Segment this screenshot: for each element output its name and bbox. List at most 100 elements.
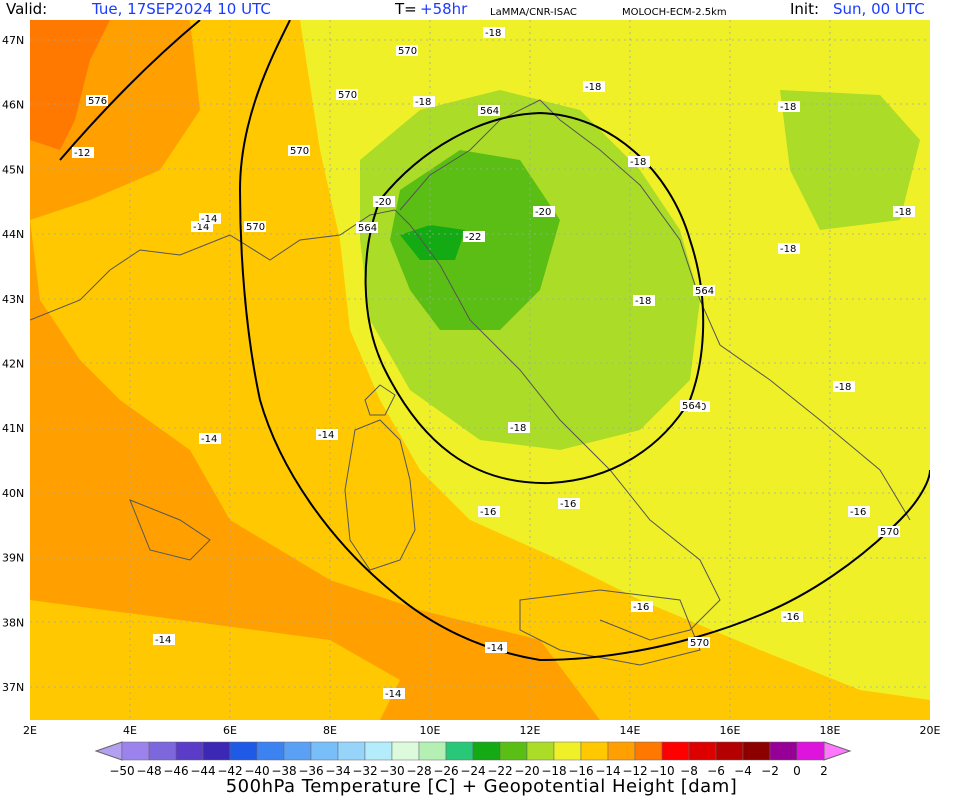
colorbar-swatch xyxy=(310,741,339,761)
colorbar-tick: −10 xyxy=(649,764,674,778)
lat-label: 39N xyxy=(2,552,24,565)
temp-label-bg xyxy=(533,206,555,217)
height-label: 576 xyxy=(88,96,107,107)
colorbar-tick: −50 xyxy=(109,764,134,778)
colorbar-tick: −22 xyxy=(487,764,512,778)
valid-label: Valid: xyxy=(6,0,48,18)
temp-label-bg xyxy=(633,295,655,306)
temp-label: -14 xyxy=(193,222,209,233)
colorbar-tick: −36 xyxy=(298,764,323,778)
temp-label-bg xyxy=(508,422,530,433)
temp-label-bg xyxy=(199,213,221,224)
colorbar-swatch xyxy=(202,741,231,761)
temp-label: -18 xyxy=(415,97,431,108)
lat-label: 45N xyxy=(2,163,24,176)
temp-label-bg xyxy=(893,206,915,217)
temp-label: -16 xyxy=(480,507,496,518)
colorbar-swatch xyxy=(661,741,690,761)
temp-field-12 xyxy=(30,20,110,150)
height-label: 570 xyxy=(290,146,309,157)
colorbar-tick: −2 xyxy=(761,764,779,778)
colorbar-tick: −14 xyxy=(595,764,620,778)
colorbar-tick: −38 xyxy=(271,764,296,778)
colorbar-tick: −26 xyxy=(433,764,458,778)
temp-label-bg xyxy=(199,433,221,444)
temp-label: -18 xyxy=(835,382,851,393)
temp-label: -14 xyxy=(487,643,503,654)
height-label-bg xyxy=(680,400,702,411)
temp-label: -16 xyxy=(560,499,576,510)
colorbar-tick: −24 xyxy=(460,764,485,778)
temp-label: -16 xyxy=(633,602,649,613)
lat-label: 38N xyxy=(2,616,24,629)
temp-label-bg xyxy=(558,498,580,509)
lat-label: 40N xyxy=(2,487,24,500)
model-label: MOLOCH-ECM-2.5km xyxy=(622,7,727,18)
lon-label: 20E xyxy=(920,724,941,737)
height-label: 570 xyxy=(398,46,417,57)
temp-label-bg xyxy=(383,688,405,699)
temp-label-bg xyxy=(72,147,94,158)
temp-field-18-east xyxy=(780,90,920,230)
axis-labels: 2E 4E 6E 8E 10E 12E 14E 16E 18E 20E 47N 46N 45N 44N 4… xyxy=(2,34,941,737)
temp-label: -12 xyxy=(74,148,90,159)
colorbar-tick: −44 xyxy=(190,764,215,778)
height-label-bg xyxy=(396,45,418,56)
temp-label: -14 xyxy=(385,689,401,700)
colorbar-swatch xyxy=(769,741,798,761)
colorbar-swatch xyxy=(742,741,771,761)
temp-label: -18 xyxy=(780,102,796,113)
colorbar-swatch xyxy=(418,741,447,761)
height-label: 570 xyxy=(690,638,709,649)
colorbar-tick: −34 xyxy=(325,764,350,778)
height-label: 570 xyxy=(246,222,265,233)
temp-label-bg xyxy=(483,27,505,38)
height-label-bg xyxy=(356,222,378,233)
source-label: LaMMA/CNR-ISAC xyxy=(490,7,577,18)
colorbar-swatch xyxy=(688,741,717,761)
temp-label-bg xyxy=(833,381,855,392)
height-label-bg xyxy=(288,145,310,156)
lon-label: 4E xyxy=(123,724,137,737)
temp-label: -18 xyxy=(635,296,651,307)
temp-label-bg xyxy=(583,81,605,92)
lat-label: 46N xyxy=(2,99,24,112)
temp-label: -20 xyxy=(535,207,551,218)
colorbar-tick: −12 xyxy=(622,764,647,778)
colorbar-tick: −32 xyxy=(352,764,377,778)
colorbar-tick: −46 xyxy=(163,764,188,778)
colorbar-tick: −28 xyxy=(406,764,431,778)
height-label: 570 xyxy=(880,527,899,538)
temp-label: -16 xyxy=(850,507,866,518)
lat-label: 41N xyxy=(2,422,24,435)
colorbar-tick: 0 xyxy=(793,764,801,778)
temp-label: -18 xyxy=(780,244,796,255)
height-label: 564 xyxy=(682,401,701,412)
temp-label: -20 xyxy=(375,197,391,208)
colorbar-tick: −16 xyxy=(568,764,593,778)
colorbar-swatch xyxy=(121,741,150,761)
height-label-bg xyxy=(688,637,710,648)
temp-label-bg xyxy=(153,634,175,645)
colorbar-swatch xyxy=(229,741,258,761)
lon-label: 8E xyxy=(323,724,337,737)
colorbar-swatch xyxy=(526,741,555,761)
colorbar-tick: 2 xyxy=(820,764,828,778)
colorbar-tick: −40 xyxy=(244,764,269,778)
colorbar-swatch xyxy=(553,741,582,761)
temperature-labels: -12-14-14-14 -14-14-14-14-16-16-16-16-16-… xyxy=(72,27,915,700)
temp-label-bg xyxy=(848,506,870,517)
colorbar-swatch xyxy=(148,741,177,761)
height-label-bg xyxy=(244,221,266,232)
temp-label-bg xyxy=(631,601,653,612)
init-time: Sun, 00 UTC xyxy=(833,0,925,18)
colorbar-swatch xyxy=(580,741,609,761)
lon-label: 2E xyxy=(23,724,37,737)
height-label-bg xyxy=(336,89,358,100)
coastlines xyxy=(30,99,911,666)
graticule xyxy=(30,20,930,720)
forecast-step-label: T= xyxy=(395,0,417,18)
height-label: 564 xyxy=(358,223,377,234)
valid-time: Tue, 17SEP2024 10 UTC xyxy=(92,0,271,18)
